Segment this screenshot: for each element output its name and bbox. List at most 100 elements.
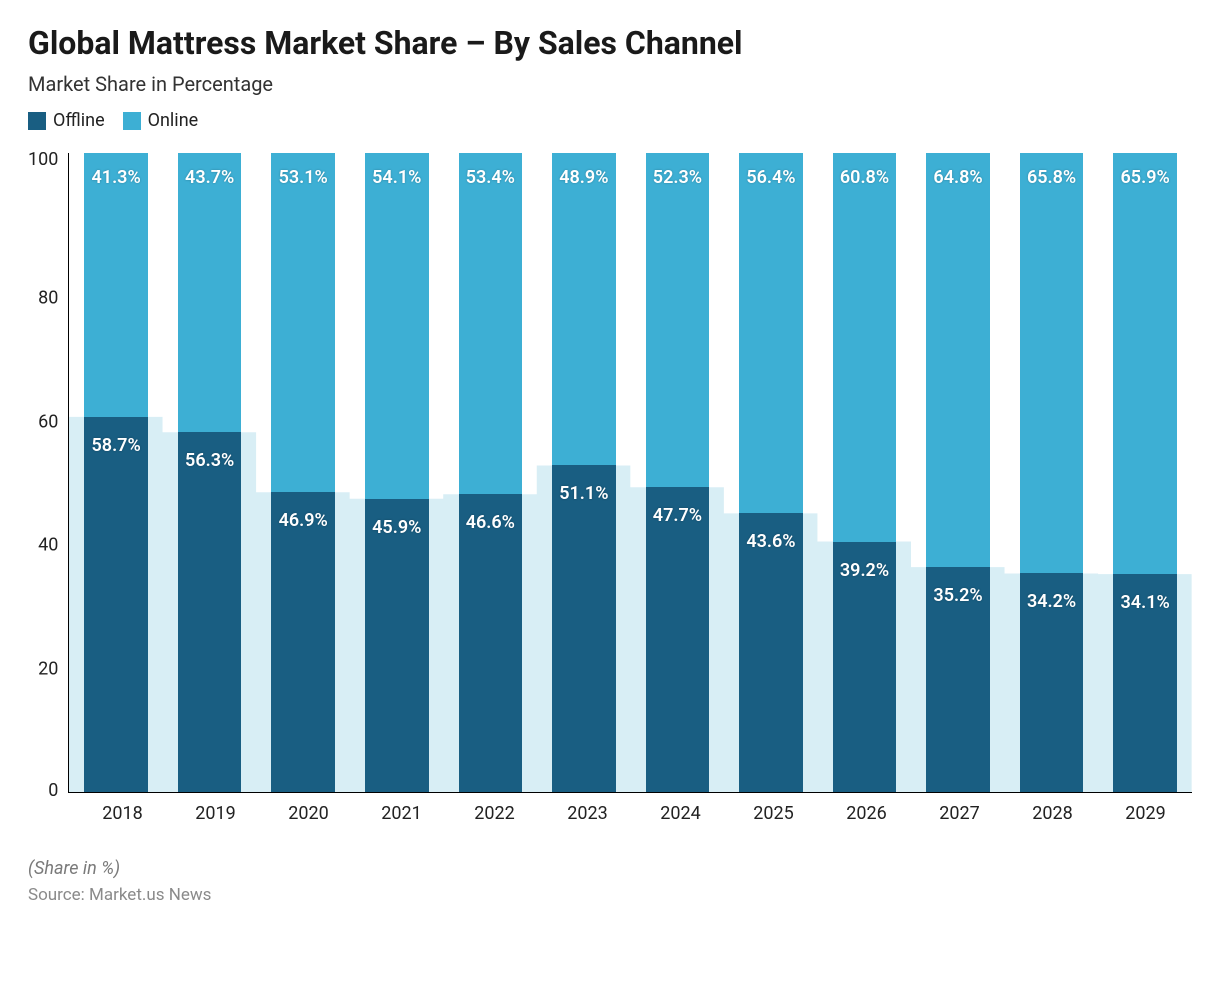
bar-label-offline: 35.2% xyxy=(933,585,982,606)
y-tick: 100 xyxy=(28,149,58,170)
bar-cell: 48.9% 51.1% xyxy=(537,153,631,792)
legend: Offline Online xyxy=(28,110,1192,131)
stacked-bar: 65.8% 34.2% xyxy=(1020,153,1084,792)
bar-segment-offline: 46.6% xyxy=(459,494,523,792)
bar-segment-online: 54.1% xyxy=(365,153,429,499)
bar-cell: 56.4% 43.6% xyxy=(724,153,818,792)
bar-cell: 54.1% 45.9% xyxy=(350,153,444,792)
bar-segment-offline: 58.7% xyxy=(84,417,148,792)
stacked-bar: 53.4% 46.6% xyxy=(459,153,523,792)
legend-item-online: Online xyxy=(123,110,199,131)
x-tick: 2029 xyxy=(1099,803,1192,824)
stacked-bar: 43.7% 56.3% xyxy=(178,153,242,792)
bar-cell: 60.8% 39.2% xyxy=(818,153,912,792)
bar-label-offline: 46.9% xyxy=(279,510,328,531)
stacked-bar: 54.1% 45.9% xyxy=(365,153,429,792)
bar-label-online: 64.8% xyxy=(933,167,982,188)
x-tick: 2018 xyxy=(76,803,169,824)
bar-label-offline: 34.1% xyxy=(1121,592,1170,613)
y-tick: 20 xyxy=(38,659,58,680)
legend-label-offline: Offline xyxy=(53,110,105,131)
bar-segment-offline: 34.2% xyxy=(1020,573,1084,792)
bar-label-online: 53.4% xyxy=(466,167,515,188)
bar-segment-offline: 51.1% xyxy=(552,465,616,792)
x-tick: 2024 xyxy=(634,803,727,824)
bar-segment-online: 52.3% xyxy=(646,153,710,487)
x-tick: 2020 xyxy=(262,803,355,824)
chart-area: 100806040200 41.3%58.7%43.7%56.3%53.1%46… xyxy=(28,153,1192,793)
bar-segment-offline: 47.7% xyxy=(646,487,710,792)
bar-label-online: 43.7% xyxy=(185,167,234,188)
x-axis: 2018201920202021202220232024202520262027… xyxy=(76,803,1192,824)
bar-segment-online: 48.9% xyxy=(552,153,616,465)
stacked-bar: 41.3% 58.7% xyxy=(84,153,148,792)
bar-cell: 65.8% 34.2% xyxy=(1005,153,1099,792)
bar-segment-offline: 43.6% xyxy=(739,513,803,792)
bar-segment-online: 64.8% xyxy=(926,153,990,567)
y-tick: 80 xyxy=(38,287,58,308)
bar-label-offline: 39.2% xyxy=(840,560,889,581)
y-axis: 100806040200 xyxy=(28,153,68,793)
x-tick: 2023 xyxy=(541,803,634,824)
stacked-bar: 53.1% 46.9% xyxy=(271,153,335,792)
bar-segment-online: 41.3% xyxy=(84,153,148,417)
bar-label-offline: 51.1% xyxy=(559,483,608,504)
x-tick: 2027 xyxy=(913,803,1006,824)
x-tick: 2022 xyxy=(448,803,541,824)
x-tick: 2026 xyxy=(820,803,913,824)
bar-label-online: 65.8% xyxy=(1027,167,1076,188)
bar-segment-online: 65.8% xyxy=(1020,153,1084,573)
bar-label-online: 41.3% xyxy=(92,167,141,188)
legend-swatch-online xyxy=(123,112,141,130)
chart-title: Global Mattress Market Share – By Sales … xyxy=(28,24,1192,62)
x-tick: 2021 xyxy=(355,803,448,824)
stacked-bar: 48.9% 51.1% xyxy=(552,153,616,792)
footnote: (Share in %) xyxy=(28,858,1192,879)
y-tick: 0 xyxy=(48,780,58,801)
bar-segment-online: 65.9% xyxy=(1113,153,1177,574)
bar-segment-online: 43.7% xyxy=(178,153,242,432)
stacked-bar: 65.9% 34.1% xyxy=(1113,153,1177,792)
plot-area: 41.3% 58.7% 43.7% 56.3% 53.1% 46.9% 54.1% 45.9%… xyxy=(68,153,1192,793)
bar-segment-offline: 34.1% xyxy=(1113,574,1177,792)
bar-segment-offline: 39.2% xyxy=(833,542,897,792)
bar-cell: 65.9% 34.1% xyxy=(1098,153,1192,792)
bar-label-offline: 47.7% xyxy=(653,505,702,526)
source-line: Source: Market.us News xyxy=(28,885,1192,905)
legend-item-offline: Offline xyxy=(28,110,105,131)
bar-label-offline: 43.6% xyxy=(746,531,795,552)
bar-label-online: 60.8% xyxy=(840,167,889,188)
bar-segment-online: 53.1% xyxy=(271,153,335,492)
stacked-bar: 52.3% 47.7% xyxy=(646,153,710,792)
stacked-bar: 56.4% 43.6% xyxy=(739,153,803,792)
chart-subtitle: Market Share in Percentage xyxy=(28,72,1192,96)
bars-row: 41.3% 58.7% 43.7% 56.3% 53.1% 46.9% 54.1% 45.9%… xyxy=(69,153,1192,792)
bar-segment-online: 60.8% xyxy=(833,153,897,542)
bar-segment-offline: 46.9% xyxy=(271,492,335,792)
bar-cell: 43.7% 56.3% xyxy=(163,153,257,792)
bar-label-online: 56.4% xyxy=(746,167,795,188)
bar-label-offline: 56.3% xyxy=(185,450,234,471)
bar-cell: 64.8% 35.2% xyxy=(911,153,1005,792)
x-tick: 2019 xyxy=(169,803,262,824)
bar-label-online: 53.1% xyxy=(279,167,328,188)
bar-segment-offline: 35.2% xyxy=(926,567,990,792)
bar-segment-online: 53.4% xyxy=(459,153,523,494)
x-tick: 2025 xyxy=(727,803,820,824)
bar-label-online: 52.3% xyxy=(653,167,702,188)
bar-label-offline: 34.2% xyxy=(1027,591,1076,612)
x-tick: 2028 xyxy=(1006,803,1099,824)
bar-segment-online: 56.4% xyxy=(739,153,803,513)
y-tick: 40 xyxy=(38,535,58,556)
bar-label-offline: 45.9% xyxy=(372,517,421,538)
bar-cell: 52.3% 47.7% xyxy=(631,153,725,792)
legend-label-online: Online xyxy=(148,110,199,131)
stacked-bar: 60.8% 39.2% xyxy=(833,153,897,792)
bar-cell: 41.3% 58.7% xyxy=(69,153,163,792)
bar-label-offline: 46.6% xyxy=(466,512,515,533)
bar-label-offline: 58.7% xyxy=(92,435,141,456)
bar-cell: 53.4% 46.6% xyxy=(444,153,538,792)
stacked-bar: 64.8% 35.2% xyxy=(926,153,990,792)
bar-label-online: 48.9% xyxy=(559,167,608,188)
legend-swatch-offline xyxy=(28,112,46,130)
